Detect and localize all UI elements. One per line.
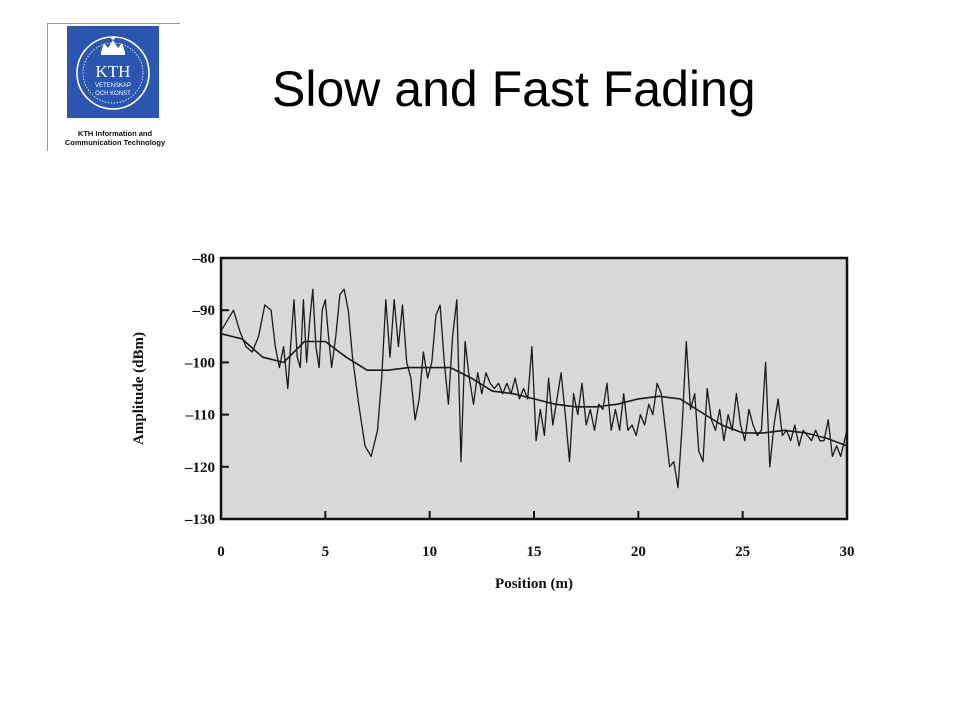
series-layer (220, 288, 848, 489)
y-tick-label: –120 (184, 460, 215, 476)
logo-caption-line1: KTH Information and (77, 129, 153, 138)
logo-emblem: KTH VETENSKAP OCH KONST (67, 26, 159, 118)
x-tick-label: 25 (735, 544, 750, 560)
fading-chart: 0 5 10 15 20 25 30 –80 –90 –100 –110 –120 –130 Posit… (131, 251, 855, 592)
x-tick-label: 5 (322, 544, 330, 560)
y-tick-label: –130 (184, 512, 215, 528)
kth-logo: KTH VETENSKAP OCH KONST KTH Information … (47, 23, 180, 151)
x-tick-label: 20 (631, 544, 646, 560)
kth-crest-icon: KTH VETENSKAP OCH KONST (76, 36, 150, 110)
page-title: Slow and Fast Fading (272, 61, 756, 117)
y-tick-label: –100 (184, 355, 215, 371)
logo-motto-line2: OCH KONST (95, 91, 131, 97)
logo-caption-line2: Communication Technology (64, 138, 166, 147)
y-tick-label: –90 (192, 303, 216, 319)
series-line-slow-fading (220, 332, 848, 447)
logo-caption: KTH Information and Communication Techno… (50, 129, 180, 147)
x-tick-label: 15 (527, 544, 542, 560)
axis-layer: 0 5 10 15 20 25 30 –80 –90 –100 –110 –120 –130 (184, 251, 855, 560)
logo-wordmark: KTH (96, 62, 131, 81)
y-tick-label: –80 (192, 251, 216, 267)
x-axis-label: Position (m) (495, 576, 573, 592)
x-tick-label: 30 (840, 544, 855, 560)
x-tick-label: 10 (422, 544, 437, 560)
y-axis-label: Amplitude (dBm) (131, 332, 147, 445)
x-tick-label: 0 (217, 544, 225, 560)
logo-frame (47, 23, 180, 151)
y-tick-label: –110 (185, 408, 215, 424)
logo-motto-line1: VETENSKAP (95, 83, 131, 89)
